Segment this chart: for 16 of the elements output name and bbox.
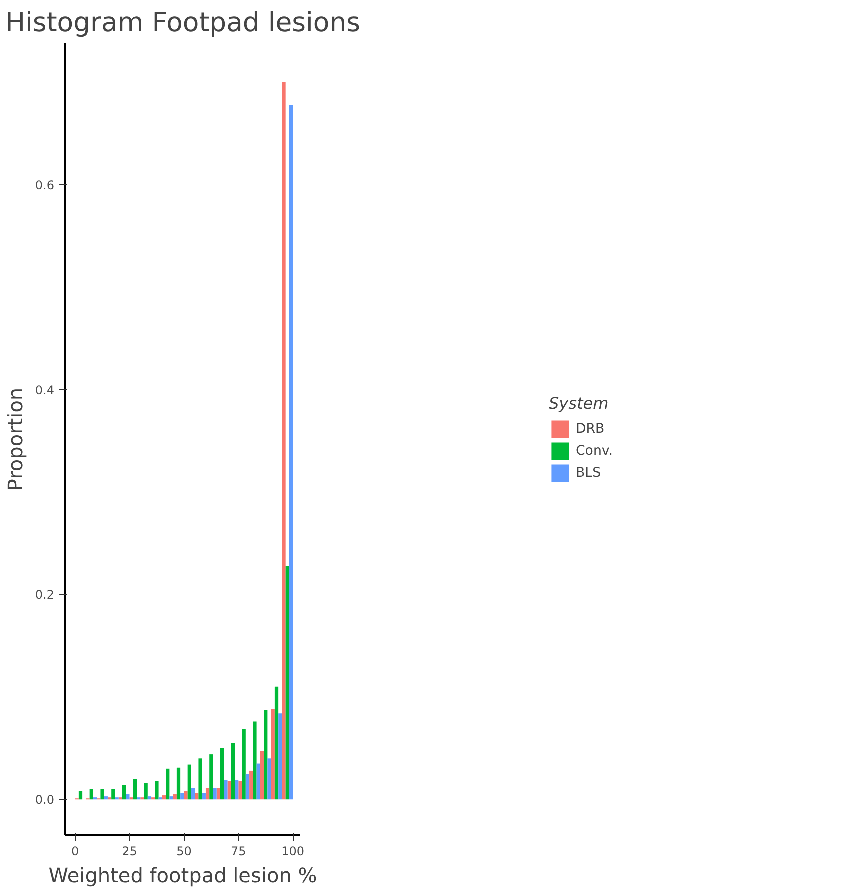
- x-tick-label: 75: [231, 844, 246, 858]
- y-tick-label: 0.0: [35, 793, 55, 808]
- y-tick-label: 0.4: [35, 383, 55, 398]
- x-tick-label: 25: [122, 844, 138, 858]
- x-axis-title: Weighted footpad lesion %: [48, 864, 318, 888]
- legend-label: Conv.: [576, 444, 613, 458]
- legend-label: BLS: [576, 466, 602, 480]
- y-axis-title: Proportion: [3, 388, 28, 492]
- x-tick-label: 100: [282, 844, 305, 858]
- y-tick-label: 0.2: [35, 588, 55, 602]
- x-tick-label: 50: [176, 844, 192, 858]
- legend-title: System: [549, 394, 610, 413]
- x-tick-label: 0: [71, 844, 80, 858]
- y-tick-label: 0.6: [35, 178, 55, 192]
- chart-title: Histogram Footpad lesions: [5, 8, 361, 38]
- legend-label: DRB: [576, 422, 605, 436]
